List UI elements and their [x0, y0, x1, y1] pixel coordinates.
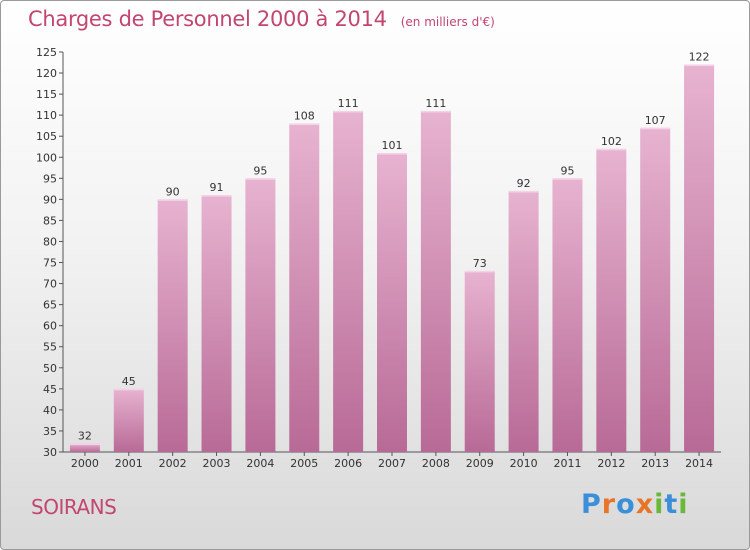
bar-value-label: 122: [689, 51, 710, 64]
bar: [113, 388, 144, 452]
proxiti-logo: Proxiti: [581, 489, 689, 520]
bar: [377, 153, 407, 453]
y-tick-label: 75: [43, 257, 57, 270]
bar-highlight: [289, 123, 320, 126]
y-tick-label: 115: [36, 88, 57, 101]
y-tick-label: 90: [43, 193, 57, 206]
x-axis: 2000 2001 2002 2003 2004 2005 2006 2007 2008 2009…: [63, 451, 721, 470]
y-tick-label: 80: [43, 235, 57, 248]
y-tick-label: 110: [36, 109, 57, 122]
place-name: SOIRANS: [31, 495, 117, 519]
bar-value-label: 107: [645, 114, 666, 127]
logo-letter: x: [635, 489, 655, 520]
x-tick-label: 2004: [246, 457, 274, 470]
bar: [464, 270, 495, 452]
y-tick-label: 70: [43, 278, 57, 291]
x-tick-label: 2009: [466, 457, 494, 470]
y-tick-label: 100: [36, 151, 57, 164]
bar-value-label: 111: [338, 97, 359, 110]
bar-value-label: 90: [166, 185, 180, 198]
bar-highlight: [245, 178, 276, 180]
bar-highlight: [69, 443, 100, 446]
bar: [333, 110, 364, 453]
bar-highlight: [640, 127, 671, 130]
y-tick-label: 50: [43, 362, 57, 375]
bar: [684, 64, 715, 452]
bar: [201, 195, 232, 452]
bar-highlight: [508, 190, 539, 193]
y-tick-label: 30: [43, 446, 57, 459]
bar-value-label: 102: [601, 135, 622, 148]
bar-highlight: [377, 153, 407, 155]
bar-value-label: 111: [425, 97, 446, 110]
y-tick-label: 120: [36, 67, 57, 80]
x-tick-label: 2012: [597, 457, 625, 470]
bar-highlight: [157, 199, 188, 201]
bar-highlight: [596, 148, 627, 151]
bar-highlight: [552, 178, 583, 180]
bar: [420, 110, 451, 453]
bar-value-label: 45: [122, 375, 136, 388]
bar: [552, 178, 583, 452]
bar-value-label: 91: [210, 181, 224, 194]
title-text: Charges de Personnel 2000 à 2014: [28, 7, 387, 31]
bar: [596, 148, 627, 452]
logo-letter: r: [601, 489, 617, 520]
bar: [289, 123, 320, 452]
bar-value-label: 95: [253, 164, 267, 177]
y-tick-label: 95: [43, 172, 57, 185]
bar-value-label: 95: [560, 164, 574, 177]
y-tick-label: 35: [43, 425, 57, 438]
y-tick-label: 125: [36, 46, 57, 59]
y-tick-label: 40: [43, 404, 57, 417]
y-tick-label: 60: [43, 320, 57, 333]
bar-value-label: 101: [382, 139, 403, 152]
x-tick-label: 2011: [553, 457, 581, 470]
x-tick-label: 2003: [203, 457, 231, 470]
bar: [245, 178, 276, 452]
bar-value-label: 73: [473, 257, 487, 270]
bar-highlight: [201, 195, 232, 197]
title-unit: (en milliers d'€): [400, 15, 495, 29]
logo-letter: i: [654, 489, 665, 520]
logo-letter: P: [581, 489, 602, 520]
bar-highlight: [420, 110, 451, 113]
logo-letter: o: [616, 489, 636, 520]
x-tick-label: 2008: [422, 457, 450, 470]
x-tick-label: 2001: [115, 457, 143, 470]
bar: [508, 190, 539, 452]
x-tick-label: 2002: [159, 457, 187, 470]
x-tick-label: 2010: [510, 457, 538, 470]
y-tick-label: 55: [43, 341, 57, 354]
bar-highlight: [464, 270, 495, 273]
chart-title: Charges de Personnel 2000 à 2014 (en mill…: [28, 7, 495, 31]
y-axis: 30 35 40 45 50 55 60 65 70 75 80 85 90 95 100 105 110 115…: [36, 46, 64, 459]
logo-letter: t: [664, 489, 679, 520]
x-tick-label: 2005: [290, 457, 318, 470]
bar-value-label: 108: [294, 110, 315, 123]
bar-value-label: 92: [517, 177, 531, 190]
bar-highlight: [333, 110, 364, 113]
x-tick-label: 2013: [641, 457, 669, 470]
x-tick-label: 2000: [71, 457, 99, 470]
x-tick-label: 2006: [334, 457, 362, 470]
y-tick-label: 105: [36, 130, 57, 143]
bar-highlight: [684, 64, 715, 67]
x-tick-label: 2014: [685, 457, 713, 470]
y-tick-label: 85: [43, 214, 57, 227]
logo-letter: i: [678, 489, 689, 520]
bar: [640, 127, 671, 452]
bars: 32 45 90 91 95 108 111 101 111 73 92 95 102 107 122: [69, 51, 715, 453]
bar-value-label: 32: [78, 430, 92, 443]
bar-highlight: [113, 388, 144, 391]
y-tick-label: 45: [43, 383, 57, 396]
bar: [157, 199, 188, 452]
y-tick-label: 65: [43, 299, 57, 312]
bar: [69, 443, 100, 452]
x-tick-label: 2007: [378, 457, 406, 470]
